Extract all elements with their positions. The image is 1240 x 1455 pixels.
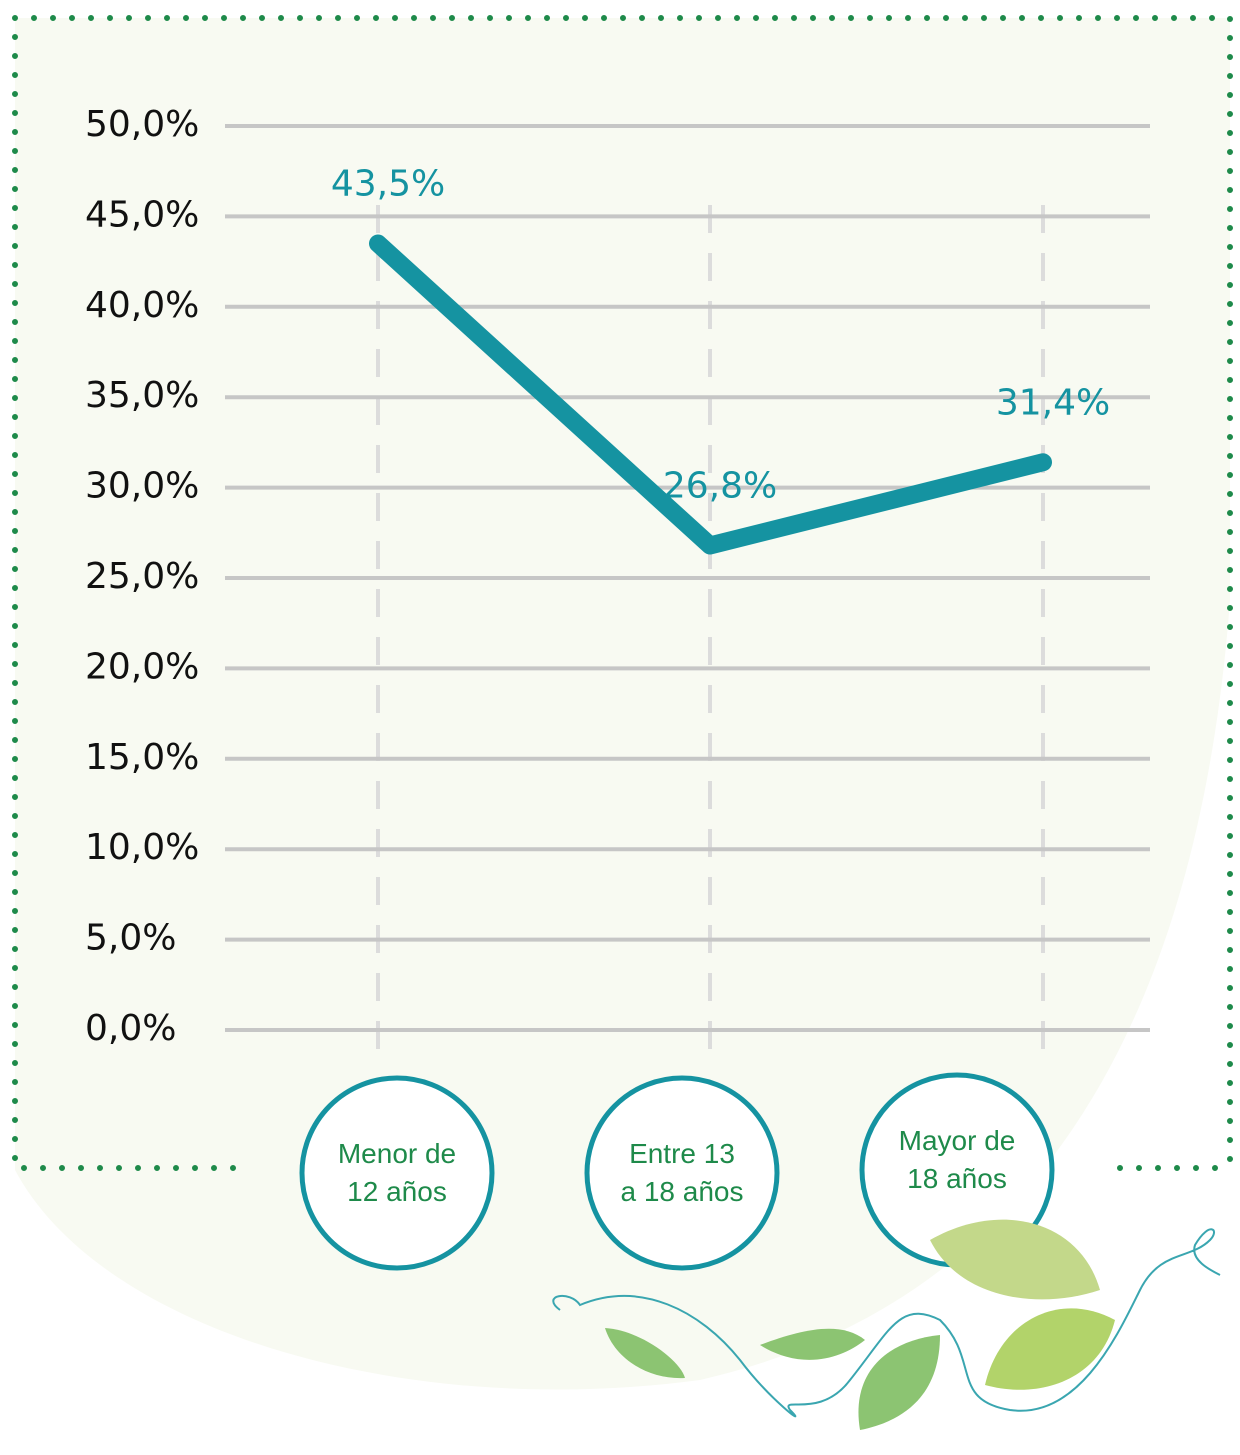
- leaves: [605, 1219, 1115, 1430]
- y-tick-label: 25,0%: [85, 556, 199, 597]
- y-tick-label: 0,0%: [85, 1008, 176, 1049]
- value-label: 43,5%: [331, 164, 445, 205]
- category-circle: [584, 1075, 780, 1271]
- category-circle: [299, 1075, 495, 1271]
- y-tick-label: 15,0%: [85, 737, 199, 778]
- x-tick-label: Menor de 12 años: [337, 1138, 457, 1207]
- category-box: Menor de 12 años: [302, 1078, 492, 1268]
- value-label: 26,8%: [663, 465, 777, 506]
- y-tick-label: 50,0%: [85, 104, 199, 145]
- dotted-border: [12, 15, 1233, 1171]
- y-tick-label: 35,0%: [85, 375, 199, 416]
- x-tick-label: Entre 13 a 18 años: [620, 1138, 744, 1207]
- background-blob: [15, 18, 1230, 1390]
- y-tick-label: 45,0%: [85, 194, 199, 235]
- decoration: [552, 1228, 1221, 1418]
- y-tick-label: 40,0%: [85, 285, 199, 326]
- category-box: Entre 13 a 18 años: [587, 1078, 777, 1268]
- x-tick-label: Mayor de 18 años: [898, 1125, 1016, 1194]
- line: [369, 234, 1052, 555]
- value-label: 31,4%: [996, 382, 1110, 423]
- y-tick-label: 10,0%: [85, 827, 199, 868]
- category-box: Mayor de 18 años: [862, 1065, 1052, 1255]
- y-tick-label: 20,0%: [85, 646, 199, 687]
- y-tick-label: 30,0%: [85, 466, 199, 507]
- y-tick-label: 5,0%: [85, 918, 176, 959]
